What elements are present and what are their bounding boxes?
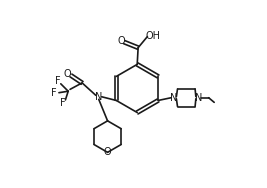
- Text: F: F: [55, 76, 60, 86]
- Text: OH: OH: [145, 31, 160, 41]
- Text: N: N: [195, 93, 202, 103]
- Text: F: F: [60, 98, 66, 108]
- Text: N: N: [95, 92, 103, 102]
- Text: O: O: [64, 69, 72, 79]
- Text: O: O: [104, 147, 111, 157]
- Text: N: N: [170, 93, 178, 103]
- Text: O: O: [117, 36, 125, 46]
- Text: F: F: [52, 88, 57, 98]
